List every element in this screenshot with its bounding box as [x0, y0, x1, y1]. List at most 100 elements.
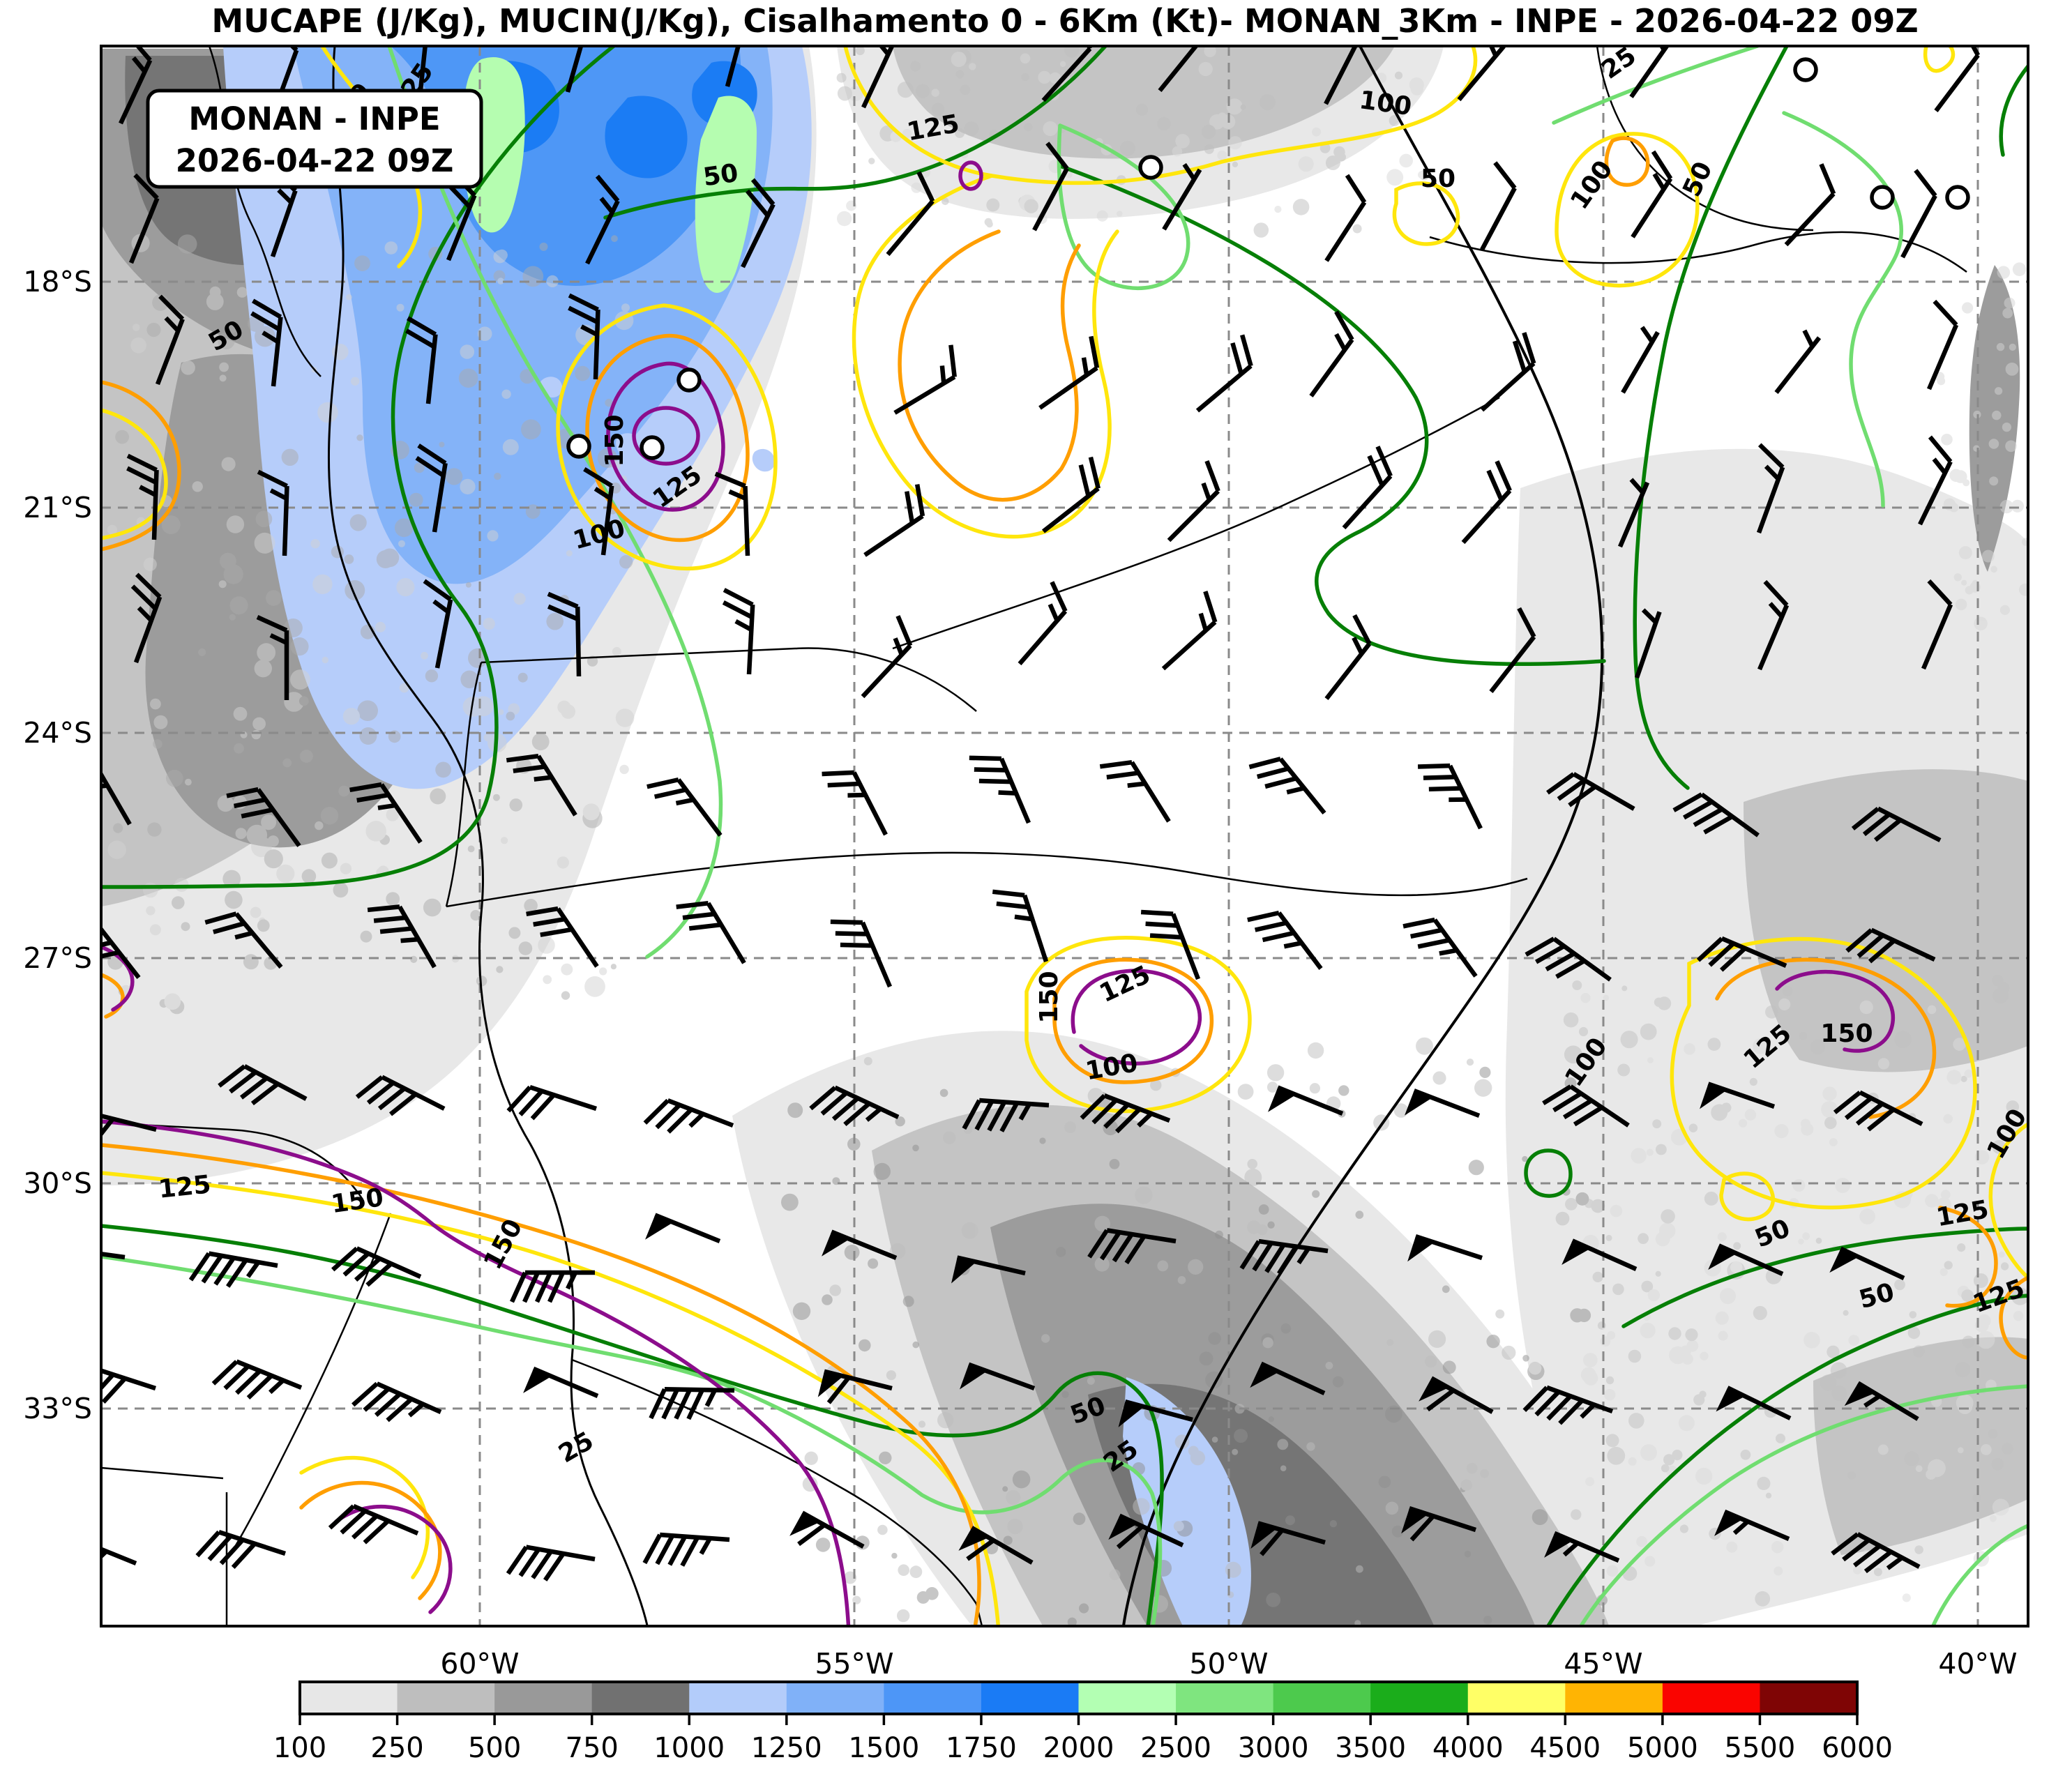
wind-barb: [1419, 1376, 1494, 1414]
colorbar-tick-label: 2000: [1043, 1732, 1114, 1764]
wind-barb: [1309, 310, 1354, 397]
texture-speck: [1480, 1469, 1489, 1478]
texture-speck: [1955, 598, 1967, 611]
texture-speck: [153, 715, 168, 729]
wind-barb: [1167, 460, 1220, 543]
wind-barb: [1407, 1234, 1483, 1262]
texture-speck: [1820, 1374, 1837, 1391]
texture-speck: [1958, 546, 1972, 560]
texture-speck: [1717, 1232, 1727, 1242]
mucape-shade-region: [605, 96, 688, 179]
texture-speck: [916, 84, 930, 98]
texture-speck: [1997, 982, 2010, 994]
wind-barb: [568, 293, 600, 380]
texture-speck: [1575, 1192, 1589, 1206]
texture-speck: [1466, 1059, 1474, 1066]
texture-speck: [1999, 605, 2010, 616]
latitude-tick-label: 27°S: [23, 941, 92, 975]
wind-barb: [1844, 1381, 1919, 1421]
boundary-line: [1429, 231, 1967, 273]
texture-speck: [1999, 499, 2013, 514]
texture-speck: [1258, 1204, 1269, 1215]
texture-speck: [1765, 1005, 1778, 1019]
texture-speck: [1641, 1280, 1654, 1293]
texture-speck: [1580, 1367, 1596, 1383]
wind-barb: [101, 1110, 157, 1146]
texture-speck: [2001, 1443, 2013, 1455]
texture-speck: [473, 696, 494, 717]
wind-barb: [155, 294, 185, 386]
texture-speck: [1064, 46, 1080, 58]
texture-speck: [251, 729, 261, 740]
map-title: MUCAPE (J/Kg), MUCIN(J/Kg), Cisalhamento…: [211, 2, 1918, 40]
texture-speck: [1853, 1565, 1862, 1575]
wind-barb: [1087, 1228, 1177, 1265]
texture-speck: [1663, 1454, 1675, 1466]
texture-speck: [398, 540, 405, 547]
texture-speck: [310, 539, 320, 549]
shear-contour: [1988, 1122, 2028, 1280]
texture-speck: [1640, 1023, 1657, 1040]
texture-speck: [1776, 1433, 1785, 1443]
latitude-tick-label: 33°S: [23, 1392, 92, 1425]
texture-speck: [257, 919, 270, 932]
texture-speck: [1298, 156, 1314, 172]
texture-speck: [1175, 134, 1190, 149]
texture-speck: [1268, 1416, 1275, 1422]
texture-speck: [1067, 1617, 1077, 1626]
texture-speck: [365, 821, 386, 842]
texture-speck: [375, 621, 386, 632]
texture-speck: [910, 61, 921, 72]
texture-speck: [414, 462, 425, 473]
mucape-shade-region: [1744, 769, 2028, 1072]
texture-speck: [1644, 1556, 1656, 1567]
texture-speck: [1442, 1285, 1450, 1293]
wind-barb: [1631, 150, 1673, 238]
texture-speck: [1873, 1568, 1882, 1577]
texture-speck: [522, 266, 544, 287]
texture-speck: [113, 823, 123, 833]
texture-speck: [1798, 1238, 1804, 1245]
texture-speck: [1726, 1541, 1738, 1553]
texture-speck: [1571, 1509, 1582, 1520]
texture-speck: [1925, 1194, 1939, 1208]
texture-speck: [399, 683, 409, 693]
texture-speck: [837, 86, 852, 101]
shear-contour: [556, 303, 778, 571]
texture-speck: [234, 743, 244, 754]
texture-speck: [898, 1564, 909, 1576]
texture-speck: [257, 643, 276, 662]
wind-barb: [1756, 443, 1785, 534]
colorbar-segment: [884, 1682, 982, 1714]
texture-speck: [143, 557, 157, 572]
texture-speck: [487, 530, 499, 542]
model-info-box: MONAN - INPE 2026-04-22 09Z: [146, 89, 483, 189]
colorbar-segment: [494, 1682, 593, 1714]
texture-speck: [1012, 1470, 1031, 1489]
shear-contour: [101, 1254, 1163, 1626]
texture-speck: [1612, 1283, 1624, 1296]
texture-speck: [1466, 1462, 1478, 1474]
texture-speck: [1894, 1279, 1905, 1291]
wind-barb: [1162, 162, 1202, 231]
texture-speck: [1992, 1499, 2009, 1516]
texture-speck: [1962, 1335, 1975, 1349]
texture-speck: [787, 1102, 803, 1118]
calm-wind-circle: [640, 435, 665, 460]
texture-speck: [621, 303, 630, 312]
texture-speck: [1719, 1288, 1737, 1305]
texture-speck: [500, 837, 508, 844]
texture-speck: [1094, 1215, 1110, 1232]
texture-speck: [357, 700, 378, 721]
texture-speck: [986, 198, 1000, 212]
texture-speck: [1962, 302, 1974, 314]
texture-speck: [1847, 1471, 1857, 1480]
calm-wind-circle: [676, 367, 702, 393]
texture-speck: [227, 324, 238, 333]
texture-speck: [236, 287, 248, 298]
texture-speck: [356, 434, 363, 441]
shear-contour: [585, 333, 750, 543]
texture-speck: [1312, 127, 1322, 137]
wind-barb: [725, 46, 748, 87]
colorbar-segment: [300, 1682, 398, 1714]
